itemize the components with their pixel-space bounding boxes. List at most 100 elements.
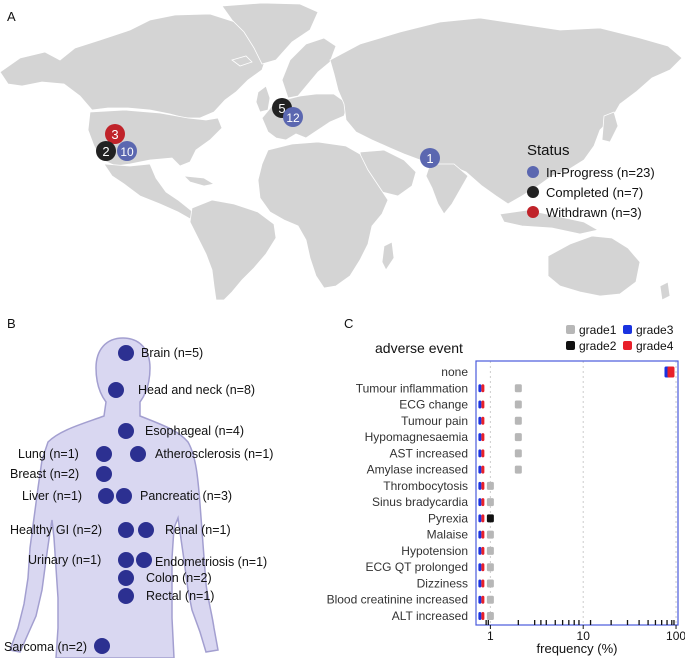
category-label: Blood creatinine increased [327,593,468,607]
esophageal-dot [118,423,134,439]
legend-item-in-progress: In-Progress (n=23) [527,162,655,182]
organ-label-healthy-gi: Healthy GI (n=2) [10,523,102,537]
south-america [189,199,277,301]
point-grade4 [481,595,485,604]
point-grade4 [481,384,485,393]
world-map-panel: 3 2 10 5 12 1 [0,0,685,301]
point-grade4 [481,612,485,620]
category-label: Hypotension [401,544,468,558]
legend-swatch-grade2 [566,341,575,350]
x-tick-label: 10 [577,629,591,643]
category-label: AST increased [390,446,469,460]
panel-label-a: A [7,9,16,24]
madagascar [381,241,395,271]
australia [547,235,641,297]
point-grade1 [486,595,494,604]
category-label: Malaise [427,528,469,542]
atherosclerosis-dot [130,446,146,462]
point-grade3 [478,449,482,458]
point-grade1 [514,416,522,425]
marker-europe-in-progress-count: 12 [286,111,300,125]
x-tick-label: 1 [487,629,494,643]
india [425,163,469,215]
category-label: ALT increased [392,609,468,623]
point-grade4 [481,433,485,442]
point-grade1 [486,498,494,507]
legend-label-grade4: grade4 [636,339,674,353]
completed-dot [527,186,539,198]
uk [255,85,271,113]
colon-dot [118,570,134,586]
marker-usa-west-withdrawn[interactable] [105,124,125,144]
point-grade4 [481,514,485,523]
panel-label-b: B [7,316,16,331]
point-grade3 [478,563,482,572]
point-grade3 [478,465,482,474]
brain-dot [118,345,134,361]
point-grade4 [481,449,485,458]
plot-frame [475,360,679,626]
chart-title: adverse event [375,340,463,356]
pancreatic-dot [116,488,132,504]
legend-swatch-grade1 [566,325,575,334]
category-label: Sinus bradycardia [372,495,468,509]
liver-dot [98,488,114,504]
legend-label-grade3: grade3 [636,323,674,337]
point-grade3 [478,400,482,409]
marker-usa-in-progress[interactable] [117,141,137,161]
indonesia [499,209,600,235]
renal-dot [138,522,154,538]
marker-europe-in-progress[interactable] [283,107,303,127]
point-grade3 [478,384,482,393]
marker-china-in-progress[interactable] [420,148,440,168]
point-grade4 [481,465,485,474]
point-grade2 [486,514,494,523]
organ-label-sarcoma: Sarcoma (n=2) [4,640,87,654]
organ-label-lung: Lung (n=1) [18,447,79,461]
point-grade4 [481,530,485,539]
withdrawn-dot [527,206,539,218]
legend-label-grade2: grade2 [579,339,617,353]
new-zealand [659,281,671,301]
organ-label-renal: Renal (n=1) [165,523,231,537]
marker-usa-in-progress-count: 10 [120,145,134,159]
urinary-dot [118,552,134,568]
legend-item-completed: Completed (n=7) [527,182,655,202]
organ-label-breast: Breast (n=2) [10,467,79,481]
body-silhouette [8,337,219,658]
point-grade3 [478,514,482,523]
lung-dot [96,446,112,462]
body-diagram: Brain (n=5) Head and neck (n=8) Esophage… [4,337,273,658]
point-grade4 [481,481,485,490]
point-grade4 [481,498,485,507]
point-grade1 [486,563,494,572]
africa [257,141,389,289]
point-grade1 [486,481,494,490]
point-grade3 [478,579,482,588]
x-tick-label: 100 [666,629,685,643]
point-grade4 [667,366,675,378]
marker-usa-completed-count: 2 [102,144,109,159]
north-america-north [0,13,269,119]
category-label: Hypomagnesaemia [365,430,469,444]
point-grade4 [481,400,485,409]
point-grade4 [481,416,485,425]
legend-item-withdrawn: Withdrawn (n=3) [527,202,655,222]
panel-label-c: C [344,316,354,331]
rectal-dot [118,588,134,604]
organ-label-colon: Colon (n=2) [146,571,212,585]
organ-label-pancreatic: Pancreatic (n=3) [140,489,232,503]
category-label: Amylase increased [367,463,468,477]
marker-usa-completed[interactable] [96,141,116,161]
legend-swatch-grade4 [623,341,632,350]
organ-labels: Brain (n=5) Head and neck (n=8) Esophage… [4,346,273,654]
category-label: Pyrexia [428,511,468,525]
point-grade1 [486,579,494,588]
category-label: Tumour inflammation [356,381,468,395]
point-grade1 [514,449,522,458]
category-label: ECG QT prolonged [366,560,469,574]
organ-label-brain: Brain (n=5) [141,346,203,360]
point-grade3 [478,612,482,620]
point-grade3 [478,546,482,555]
point-grade1 [514,384,522,393]
